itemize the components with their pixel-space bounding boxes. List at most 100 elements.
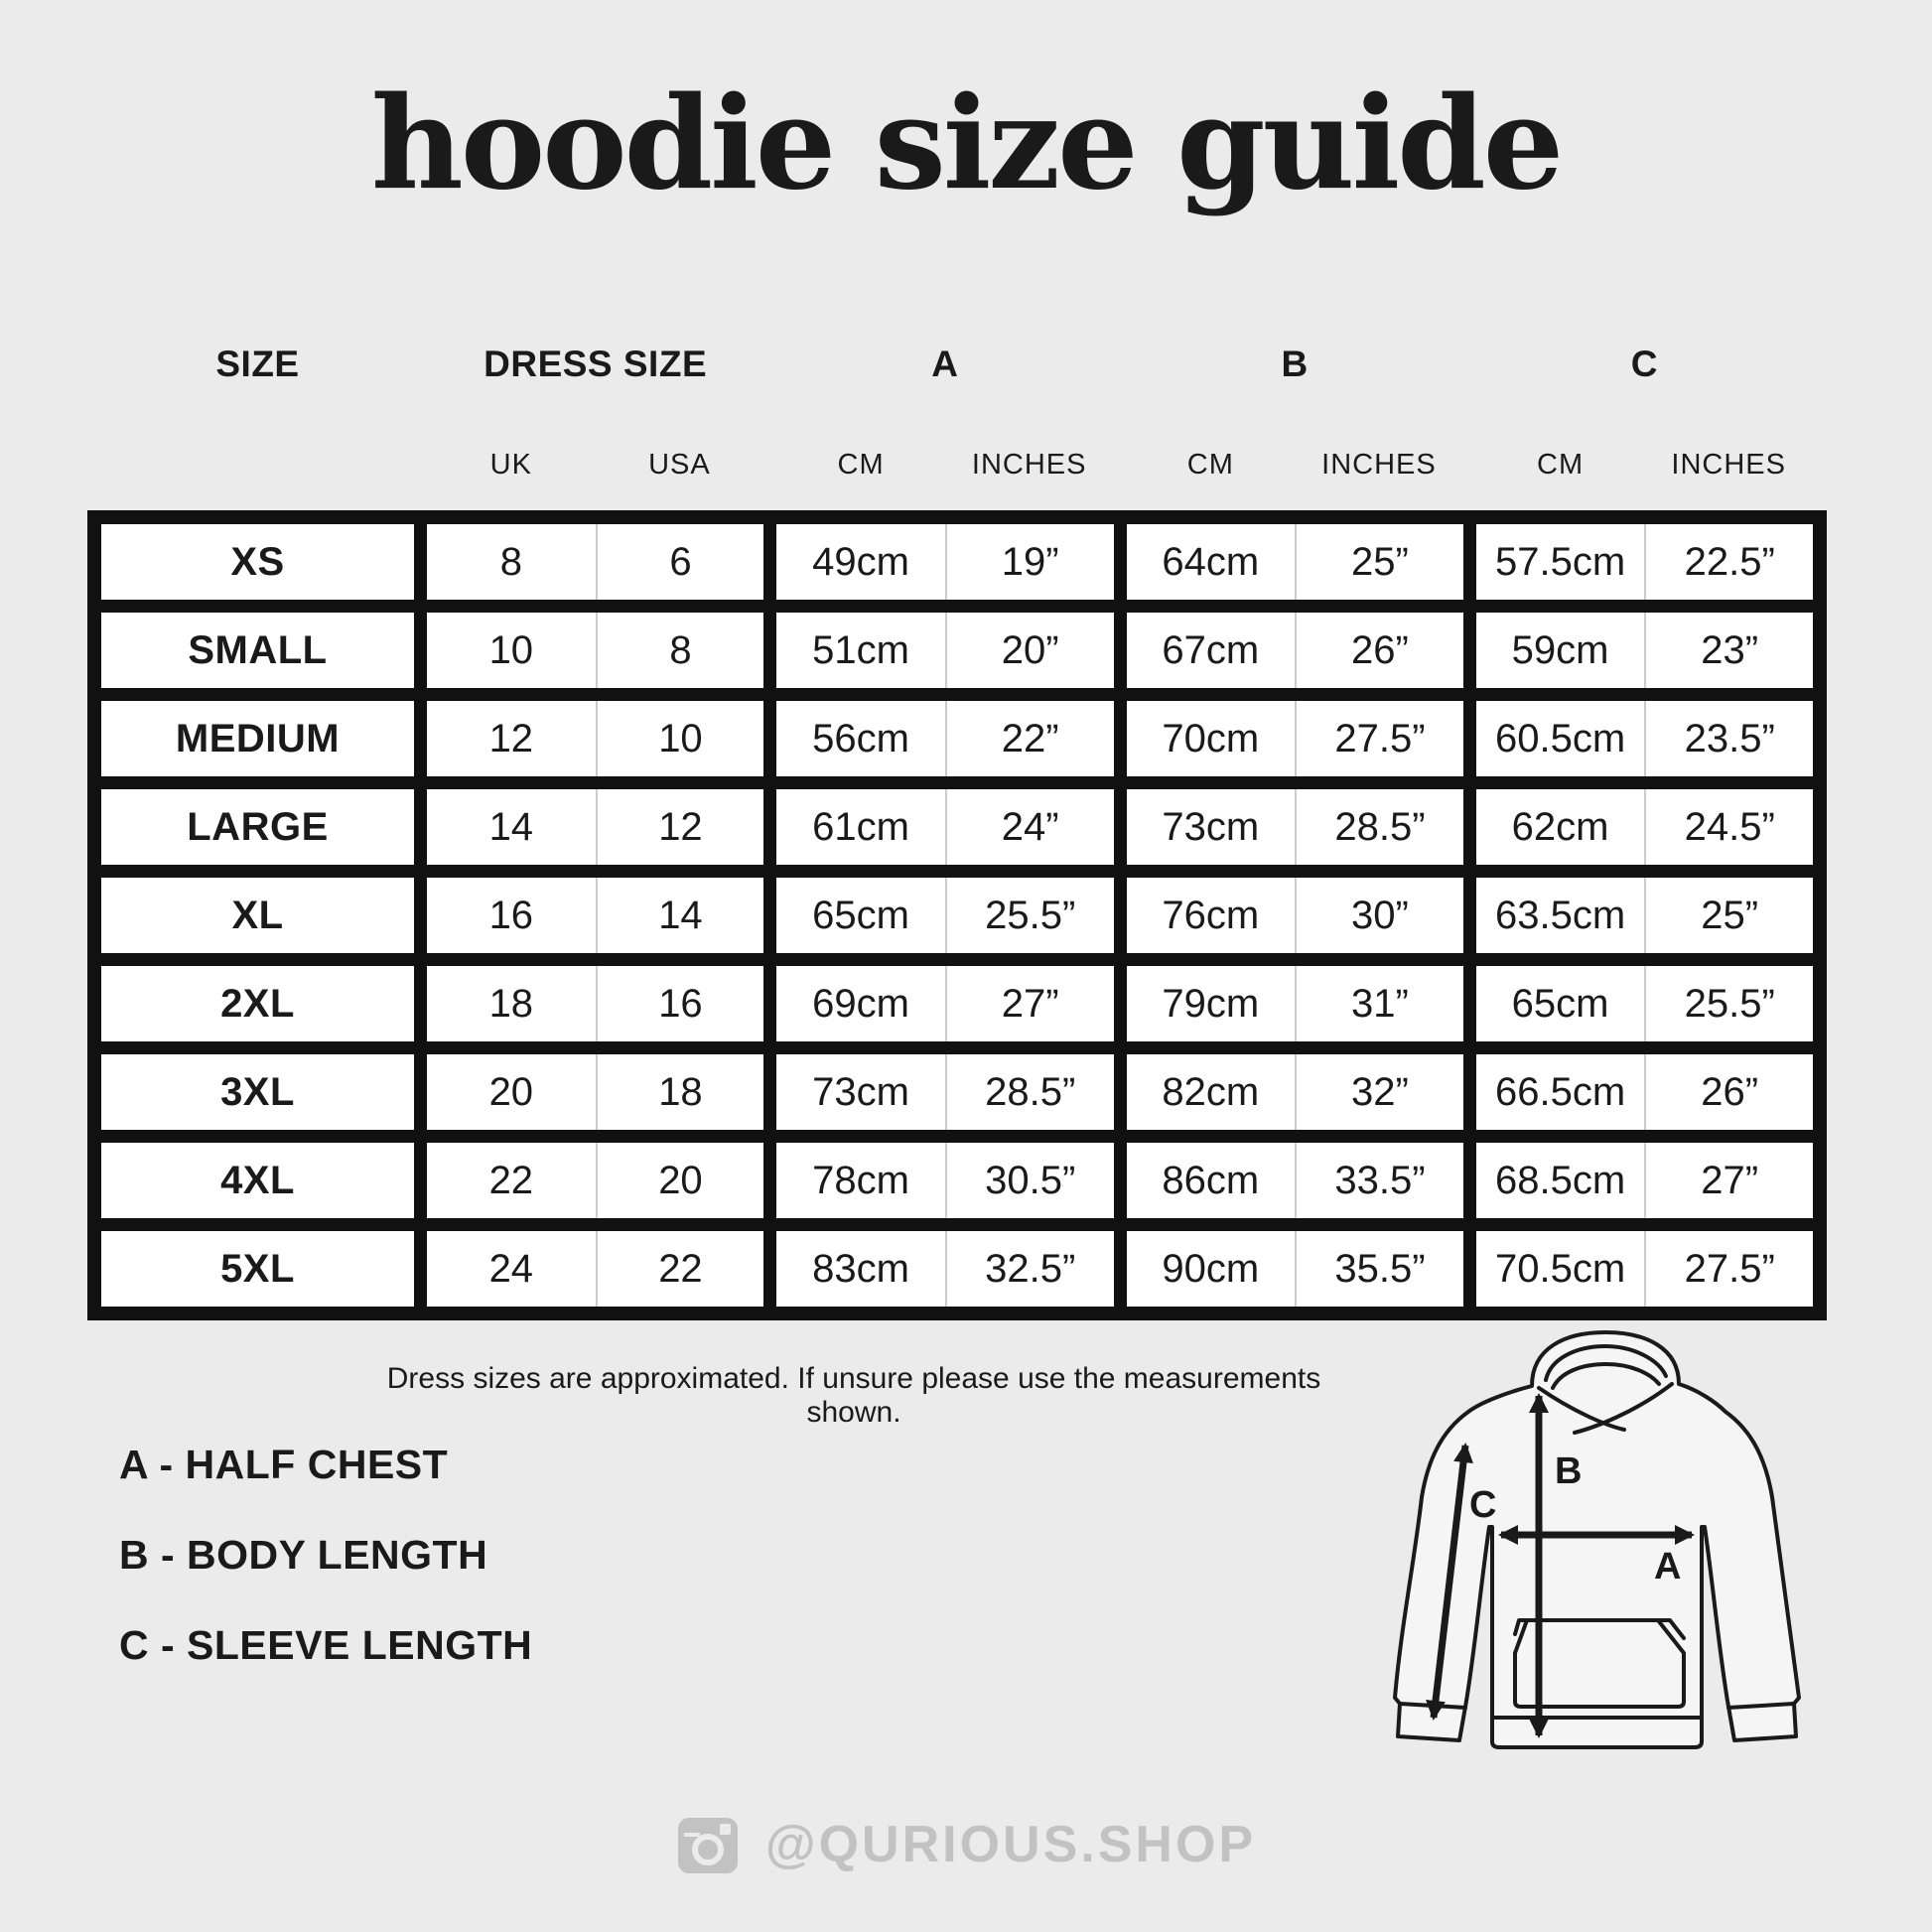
c-cm-value: 57.5cm [1494, 539, 1626, 584]
a-cell: 65cm 25.5” [776, 878, 1114, 953]
a-inches-value: 32.5” [944, 1231, 1114, 1307]
c-cell: 66.5cm 26” [1475, 1054, 1813, 1130]
a-cell: 56cm 22” [776, 701, 1114, 776]
table-row-xl: XL 16 14 65cm 25.5” 76cm 30” 63.5cm 25” [101, 878, 1813, 953]
a-cm-value: 78cm [812, 1158, 909, 1202]
b-cell: 64cm 25” [1126, 524, 1463, 600]
usa-value: 10 [595, 701, 764, 776]
uk-value: 12 [488, 716, 534, 760]
hood-left-flap [1537, 1386, 1626, 1432]
hoodie-measurement-diagram: B C A [1393, 1330, 1801, 1749]
b-cell: 70cm 27.5” [1126, 701, 1463, 776]
size-cell: XS [101, 524, 414, 600]
b-cm-value: 70cm [1162, 716, 1260, 760]
sub-header-b: CM INCHES [1127, 449, 1463, 482]
b-inches-value: 25” [1295, 524, 1463, 600]
diagram-label-a: A [1654, 1546, 1681, 1587]
dress-size-cell: 22 20 [427, 1143, 764, 1218]
c-cm-value: 70.5cm [1494, 1246, 1626, 1291]
sub-header-a: CM INCHES [776, 449, 1113, 482]
c-cm-value: 65cm [1511, 981, 1609, 1026]
legend-item-a: A - HALF CHEST [119, 1442, 449, 1487]
a-cm-value: 73cm [812, 1069, 909, 1114]
c-cell: 70.5cm 27.5” [1475, 1231, 1813, 1307]
legend-item-c: C - SLEEVE LENGTH [119, 1622, 533, 1668]
b-cell: 90cm 35.5” [1126, 1231, 1463, 1307]
diagram-label-b: B [1555, 1450, 1582, 1492]
a-cm-value: 69cm [812, 981, 909, 1026]
c-cell: 59cm 23” [1475, 613, 1813, 688]
uk-value: 16 [488, 893, 534, 937]
column-header-c: C [1630, 344, 1658, 384]
b-cell: 82cm 32” [1126, 1054, 1463, 1130]
c-cm-value: 62cm [1511, 804, 1609, 849]
c-cell: 60.5cm 23.5” [1475, 701, 1813, 776]
table-row-5xl: 5XL 24 22 83cm 32.5” 90cm 35.5” 70.5cm 27.5” [101, 1231, 1813, 1307]
sub-header-b-inches: INCHES [1321, 449, 1437, 481]
table-row-large: LARGE 14 12 61cm 24” 73cm 28.5” 62cm 24.5” [101, 789, 1813, 865]
b-cm-value: 64cm [1162, 539, 1260, 584]
c-cell: 65cm 25.5” [1475, 966, 1813, 1041]
c-cm-value: 60.5cm [1494, 716, 1626, 760]
usa-value: 14 [595, 878, 764, 953]
b-cell: 67cm 26” [1126, 613, 1463, 688]
uk-value: 20 [488, 1069, 534, 1114]
b-cell: 76cm 30” [1126, 878, 1463, 953]
c-cm-value: 66.5cm [1494, 1069, 1626, 1114]
b-cell: 86cm 33.5” [1126, 1143, 1463, 1218]
c-inches-value: 22.5” [1644, 524, 1813, 600]
dress-size-cell: 10 8 [427, 613, 764, 688]
a-inches-value: 20” [944, 613, 1114, 688]
b-inches-value: 32” [1295, 1054, 1463, 1130]
size-cell: SMALL [101, 613, 414, 688]
usa-value: 18 [595, 1054, 764, 1130]
c-cm-value: 68.5cm [1494, 1158, 1626, 1202]
diagram-label-c: C [1469, 1484, 1496, 1526]
c-inches-value: 24.5” [1644, 789, 1813, 865]
table-row-small: SMALL 10 8 51cm 20” 67cm 26” 59cm 23” [101, 613, 1813, 688]
table-row-medium: MEDIUM 12 10 56cm 22” 70cm 27.5” 60.5cm 23.5… [101, 701, 1813, 776]
dress-size-cell: 20 18 [427, 1054, 764, 1130]
pocket-left-opening [1513, 1618, 1529, 1636]
b-cm-value: 76cm [1162, 893, 1260, 937]
uk-value: 8 [499, 539, 522, 584]
sub-header-a-cm: CM [837, 449, 885, 481]
instagram-icon [677, 1818, 738, 1873]
a-cell: 49cm 19” [776, 524, 1114, 600]
b-inches-value: 28.5” [1295, 789, 1463, 865]
c-cell: 68.5cm 27” [1475, 1143, 1813, 1218]
b-inches-value: 33.5” [1295, 1143, 1463, 1218]
b-cell: 79cm 31” [1126, 966, 1463, 1041]
uk-value: 14 [488, 804, 534, 849]
right-cuff-line [1726, 1702, 1796, 1710]
sub-header-c-inches: INCHES [1671, 449, 1786, 481]
social-footer: @QURIOUS.SHOP [0, 1813, 1932, 1876]
a-cell: 73cm 28.5” [776, 1054, 1114, 1130]
a-inches-value: 27” [944, 966, 1114, 1041]
legend-item-b: B - BODY LENGTH [119, 1532, 488, 1578]
c-inches-value: 26” [1644, 1054, 1813, 1130]
a-cell: 83cm 32.5” [776, 1231, 1114, 1307]
usa-value: 22 [595, 1231, 764, 1307]
sub-header-a-inches: INCHES [971, 449, 1087, 481]
usa-value: 6 [595, 524, 764, 600]
dress-size-cell: 14 12 [427, 789, 764, 865]
table-row-4xl: 4XL 22 20 78cm 30.5” 86cm 33.5” 68.5cm 27” [101, 1143, 1813, 1218]
size-cell: 5XL [101, 1231, 414, 1307]
pocket-right-opening [1656, 1618, 1686, 1640]
sub-header-c-cm: CM [1537, 449, 1585, 481]
uk-value: 10 [488, 627, 534, 672]
size-cell: LARGE [101, 789, 414, 865]
uk-value: 18 [488, 981, 534, 1026]
a-inches-value: 24” [944, 789, 1114, 865]
column-header-dress-size: DRESS SIZE [483, 344, 708, 384]
table-row-xs: XS 8 6 49cm 19” 64cm 25” 57.5cm 22.5” [101, 524, 1813, 600]
a-cell: 61cm 24” [776, 789, 1114, 865]
instagram-handle: @QURIOUS.SHOP [764, 1816, 1257, 1873]
size-cell: 3XL [101, 1054, 414, 1130]
page-title: hoodie size guide [370, 69, 1564, 218]
c-inches-value: 27.5” [1644, 1231, 1813, 1307]
sub-header-c: CM INCHES [1476, 449, 1813, 482]
b-inches-value: 35.5” [1295, 1231, 1463, 1307]
c-cell: 57.5cm 22.5” [1475, 524, 1813, 600]
